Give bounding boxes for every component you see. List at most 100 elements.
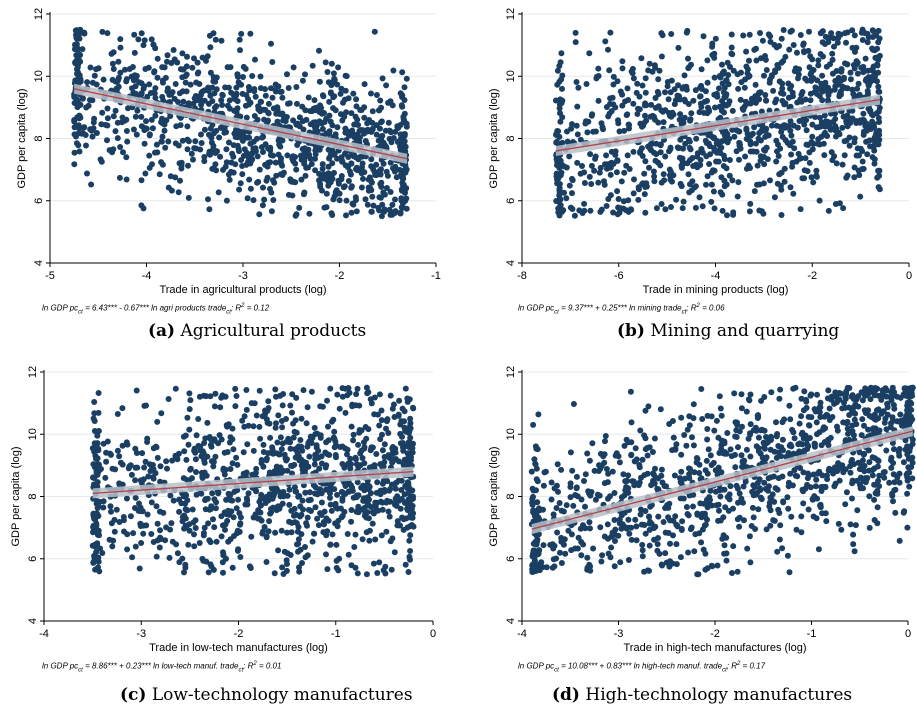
data-point <box>679 205 686 212</box>
data-point <box>140 530 147 537</box>
data-point <box>716 393 723 400</box>
data-point <box>385 119 392 126</box>
data-point <box>76 125 83 132</box>
data-point <box>293 429 300 436</box>
data-point <box>768 72 775 79</box>
data-point <box>257 509 264 516</box>
data-point <box>719 207 726 214</box>
data-point <box>536 516 543 523</box>
data-point <box>866 459 873 466</box>
data-point <box>243 406 250 413</box>
data-point <box>387 498 394 505</box>
data-point <box>392 485 399 492</box>
data-point <box>384 416 391 423</box>
data-point <box>123 154 130 161</box>
data-point <box>680 198 687 205</box>
data-point <box>553 505 560 511</box>
data-point <box>822 510 829 517</box>
data-point <box>700 33 707 40</box>
data-point <box>381 206 388 213</box>
data-point <box>352 402 359 409</box>
data-point <box>223 511 230 518</box>
data-point <box>76 148 83 155</box>
data-point <box>734 193 741 200</box>
data-point <box>179 74 186 81</box>
data-point <box>79 95 86 102</box>
data-point <box>790 42 797 48</box>
data-point <box>780 499 787 506</box>
data-point <box>279 424 286 431</box>
data-point <box>145 473 152 480</box>
data-point <box>334 491 341 498</box>
data-point <box>798 155 805 162</box>
data-point <box>379 201 386 208</box>
data-point <box>304 514 311 521</box>
data-point <box>563 502 570 509</box>
data-point <box>141 464 148 471</box>
data-point <box>275 83 282 90</box>
data-point <box>376 391 383 398</box>
data-point <box>652 104 659 111</box>
data-point <box>168 520 175 527</box>
data-point <box>397 440 404 447</box>
data-point <box>844 29 851 36</box>
data-point <box>154 74 161 81</box>
data-point <box>680 145 686 152</box>
data-point <box>104 122 111 129</box>
data-point <box>836 200 843 207</box>
data-point <box>156 171 163 178</box>
data-point <box>857 145 864 152</box>
data-point <box>383 168 390 175</box>
data-point <box>379 75 386 82</box>
data-point <box>707 452 714 459</box>
data-point <box>823 63 830 70</box>
data-point <box>709 43 716 50</box>
data-point <box>691 548 698 555</box>
data-point <box>533 465 540 472</box>
data-point <box>343 109 350 116</box>
data-point <box>597 164 604 171</box>
data-point <box>278 160 285 167</box>
data-point <box>409 445 416 452</box>
data-point <box>555 209 562 216</box>
data-point <box>621 492 628 499</box>
data-point <box>823 411 830 418</box>
data-point <box>99 109 106 116</box>
data-point <box>226 439 233 446</box>
data-point <box>108 520 115 527</box>
data-point <box>791 467 798 474</box>
data-point <box>624 152 631 159</box>
data-point <box>736 523 743 530</box>
data-point <box>183 71 190 78</box>
data-point <box>690 503 696 510</box>
data-point <box>233 505 240 512</box>
data-point <box>794 49 800 56</box>
data-point <box>382 127 389 134</box>
data-point <box>91 399 98 405</box>
data-point <box>159 64 166 71</box>
data-point <box>778 128 785 135</box>
data-point <box>292 154 299 160</box>
data-point <box>375 107 382 114</box>
data-point <box>387 392 394 399</box>
data-point <box>587 525 593 532</box>
data-point <box>383 528 390 535</box>
data-point <box>279 172 286 178</box>
data-point <box>532 538 539 545</box>
data-point <box>798 98 805 105</box>
data-point <box>213 127 220 134</box>
data-point <box>108 50 115 57</box>
data-point <box>651 113 657 120</box>
data-point <box>312 504 319 511</box>
data-point <box>789 163 796 170</box>
data-point <box>408 450 415 457</box>
data-point <box>573 79 580 85</box>
data-point <box>765 436 772 443</box>
data-point <box>664 502 671 509</box>
data-point <box>888 390 895 397</box>
data-point <box>875 415 882 422</box>
data-point <box>132 494 139 501</box>
data-point <box>608 148 615 155</box>
data-point <box>316 47 322 54</box>
data-point <box>344 531 351 537</box>
